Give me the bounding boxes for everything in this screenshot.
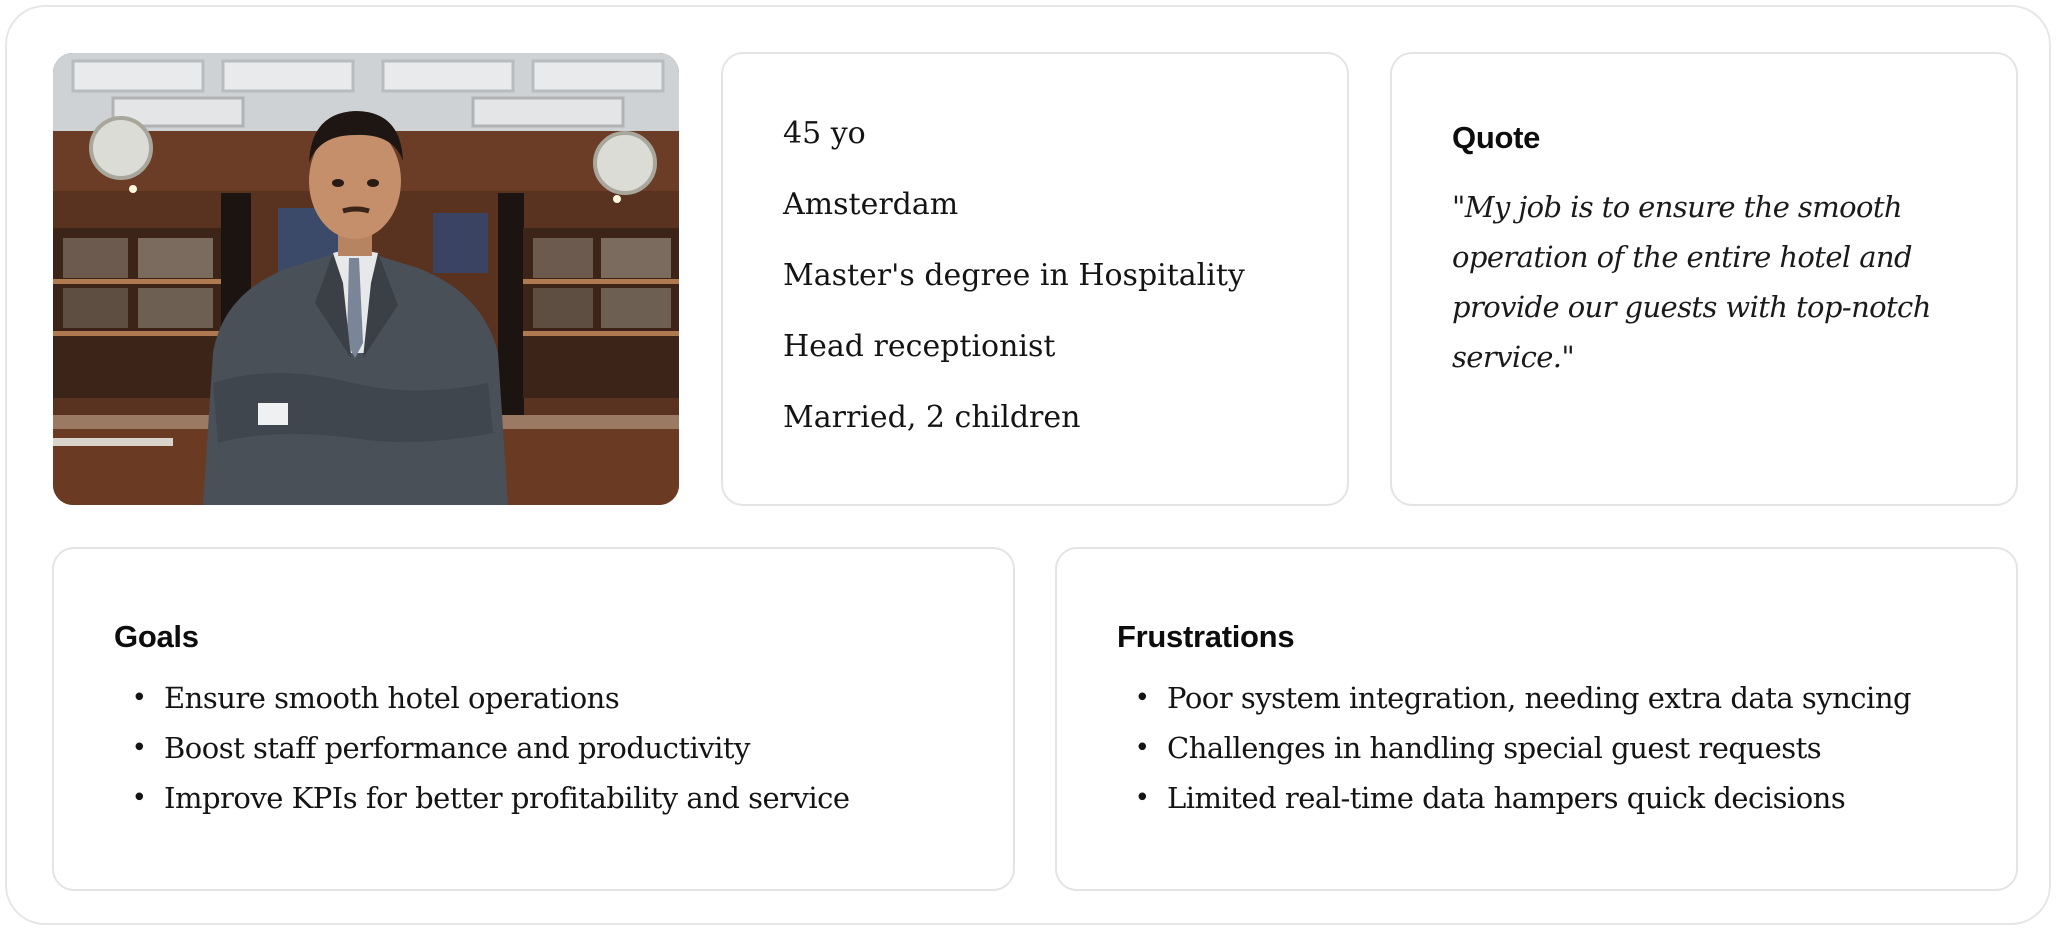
list-item: • Boost staff performance and productivi…	[114, 728, 850, 778]
goal-text: Ensure smooth hotel operations	[164, 681, 620, 715]
goals-card: Goals • Ensure smooth hotel operations •…	[52, 547, 1015, 891]
goal-text: Improve KPIs for better profitability an…	[164, 781, 850, 815]
list-item: • Challenges in handling special guest r…	[1117, 728, 1911, 778]
education-text: Master's degree in Hospitality	[783, 258, 1245, 293]
bullet-icon: •	[131, 733, 147, 763]
frustration-text: Poor system integration, needing extra d…	[1167, 681, 1912, 715]
list-item: • Poor system integration, needing extra…	[1117, 678, 1912, 728]
goal-text: Boost staff performance and productivity	[164, 731, 750, 765]
persona-card: 45 yo Amsterdam Master's degree in Hospi…	[5, 5, 2051, 925]
frustration-text: Limited real-time data hampers quick dec…	[1167, 781, 1846, 815]
quote-text: "My job is to ensure the smooth operatio…	[1452, 190, 1931, 374]
age-text: 45 yo	[783, 116, 866, 151]
quote-card: Quote "My job is to ensure the smooth op…	[1390, 52, 2018, 506]
family-status-text: Married, 2 children	[783, 400, 1081, 435]
frustrations-title: Frustrations	[1117, 619, 1295, 654]
job-title-text: Head receptionist	[783, 329, 1056, 364]
bullet-icon: •	[131, 683, 147, 713]
location-text: Amsterdam	[783, 187, 959, 222]
goals-title: Goals	[114, 619, 199, 654]
frustrations-list: • Poor system integration, needing extra…	[1117, 678, 1912, 828]
frustration-text: Challenges in handling special guest req…	[1167, 731, 1822, 765]
demographics-list: 45 yo Amsterdam Master's degree in Hospi…	[783, 116, 1245, 471]
bullet-icon: •	[131, 783, 147, 813]
bullet-icon: •	[1134, 683, 1150, 713]
demographics-card: 45 yo Amsterdam Master's degree in Hospi…	[721, 52, 1349, 506]
bullet-icon: •	[1134, 783, 1150, 813]
person-portrait-photo-icon	[53, 53, 679, 505]
profile-photo	[53, 53, 679, 505]
goals-list: • Ensure smooth hotel operations • Boost…	[114, 678, 851, 828]
list-item: • Limited real-time data hampers quick d…	[1117, 778, 1911, 828]
list-item: • Ensure smooth hotel operations	[114, 678, 850, 728]
bullet-icon: •	[1134, 733, 1150, 763]
quote-title: Quote	[1452, 120, 1541, 155]
frustrations-card: Frustrations • Poor system integration, …	[1055, 547, 2018, 891]
list-item: • Improve KPIs for better profitability …	[114, 778, 851, 828]
